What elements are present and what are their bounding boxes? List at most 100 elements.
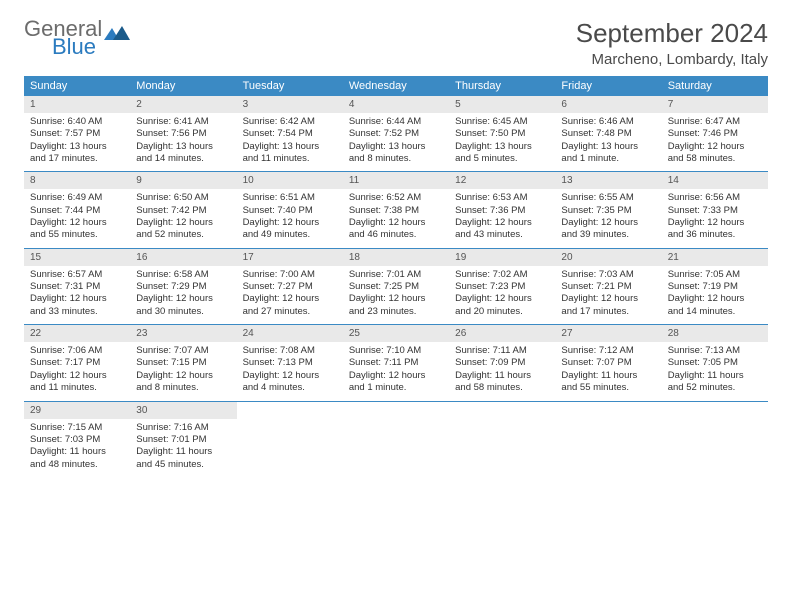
sunset-line: Sunset: 7:52 PM (349, 128, 443, 140)
day-number: 28 (662, 325, 768, 342)
day-header-friday: Friday (555, 76, 661, 96)
day-details: Sunrise: 6:42 AMSunset: 7:54 PMDaylight:… (237, 113, 343, 171)
sunrise-line: Sunrise: 6:40 AM (30, 116, 124, 128)
calendar-cell: 23Sunrise: 7:07 AMSunset: 7:15 PMDayligh… (130, 325, 236, 400)
calendar-week: 1Sunrise: 6:40 AMSunset: 7:57 PMDaylight… (24, 96, 768, 172)
day-number: 24 (237, 325, 343, 342)
logo-text-2: Blue (52, 36, 130, 58)
sunrise-line: Sunrise: 7:05 AM (668, 269, 762, 281)
sunrise-line: Sunrise: 6:45 AM (455, 116, 549, 128)
calendar-cell: 10Sunrise: 6:51 AMSunset: 7:40 PMDayligh… (237, 172, 343, 247)
calendar-cell: 22 Sunrise: 7:06 AMSunset: 7:17 PMDayligh… (24, 325, 130, 400)
sunset-line: Sunset: 7:27 PM (243, 281, 337, 293)
daylight-line: Daylight: 12 hours and 43 minutes. (455, 217, 549, 242)
day-details: Sunrise: 7:16 AMSunset: 7:01 PMDaylight:… (130, 419, 236, 477)
sunrise-line: Sunrise: 6:47 AM (668, 116, 762, 128)
day-details: Sunrise: 7:00 AMSunset: 7:27 PMDaylight:… (237, 266, 343, 324)
sunrise-line: Sunrise: 6:44 AM (349, 116, 443, 128)
calendar-cell: 15Sunrise: 6:57 AMSunset: 7:31 PMDayligh… (24, 249, 130, 324)
day-details: Sunrise: 7:08 AMSunset: 7:13 PMDaylight:… (237, 342, 343, 400)
daylight-line: Daylight: 12 hours and 14 minutes. (668, 293, 762, 318)
day-header-sunday: Sunday (24, 76, 130, 96)
calendar-cell (449, 402, 555, 477)
daylight-line: Daylight: 13 hours and 11 minutes. (243, 141, 337, 166)
calendar-week: 8Sunrise: 6:49 AMSunset: 7:44 PMDaylight… (24, 172, 768, 248)
calendar-cell: 6Sunrise: 6:46 AMSunset: 7:48 PMDaylight… (555, 96, 661, 171)
day-number: 13 (555, 172, 661, 189)
daylight-line: Daylight: 12 hours and 11 minutes. (30, 370, 124, 395)
calendar-cell (343, 402, 449, 477)
calendar-week: 15Sunrise: 6:57 AMSunset: 7:31 PMDayligh… (24, 249, 768, 325)
sunset-line: Sunset: 7:50 PM (455, 128, 549, 140)
day-number: 25 (343, 325, 449, 342)
day-number: 22 (24, 325, 130, 342)
day-details: Sunrise: 7:11 AMSunset: 7:09 PMDaylight:… (449, 342, 555, 400)
day-details: Sunrise: 6:56 AMSunset: 7:33 PMDaylight:… (662, 189, 768, 247)
sunset-line: Sunset: 7:35 PM (561, 205, 655, 217)
day-number: 8 (24, 172, 130, 189)
calendar-cell: 11Sunrise: 6:52 AMSunset: 7:38 PMDayligh… (343, 172, 449, 247)
day-number: 19 (449, 249, 555, 266)
calendar-cell: 14Sunrise: 6:56 AMSunset: 7:33 PMDayligh… (662, 172, 768, 247)
daylight-line: Daylight: 13 hours and 1 minute. (561, 141, 655, 166)
page-header: GeneralBlue September 2024 Marcheno, Lom… (24, 18, 768, 68)
daylight-line: Daylight: 12 hours and 23 minutes. (349, 293, 443, 318)
sunset-line: Sunset: 7:17 PM (30, 357, 124, 369)
calendar-cell: 20Sunrise: 7:03 AMSunset: 7:21 PMDayligh… (555, 249, 661, 324)
day-number: 2 (130, 96, 236, 113)
day-header-wednesday: Wednesday (343, 76, 449, 96)
sunrise-line: Sunrise: 7:06 AM (30, 345, 124, 357)
calendar-cell (237, 402, 343, 477)
day-headers-row: SundayMondayTuesdayWednesdayThursdayFrid… (24, 76, 768, 96)
day-details: Sunrise: 6:40 AMSunset: 7:57 PMDaylight:… (24, 113, 130, 171)
day-details: Sunrise: 7:10 AMSunset: 7:11 PMDaylight:… (343, 342, 449, 400)
day-details: Sunrise: 6:52 AMSunset: 7:38 PMDaylight:… (343, 189, 449, 247)
sunrise-line: Sunrise: 6:49 AM (30, 192, 124, 204)
calendar-cell: 30Sunrise: 7:16 AMSunset: 7:01 PMDayligh… (130, 402, 236, 477)
day-number: 14 (662, 172, 768, 189)
sunset-line: Sunset: 7:23 PM (455, 281, 549, 293)
calendar-cell: 7Sunrise: 6:47 AMSunset: 7:46 PMDaylight… (662, 96, 768, 171)
calendar-cell: 21Sunrise: 7:05 AMSunset: 7:19 PMDayligh… (662, 249, 768, 324)
sunrise-line: Sunrise: 6:55 AM (561, 192, 655, 204)
day-details: Sunrise: 7:03 AMSunset: 7:21 PMDaylight:… (555, 266, 661, 324)
calendar-cell (555, 402, 661, 477)
day-number: 23 (130, 325, 236, 342)
day-number: 29 (24, 402, 130, 419)
sunset-line: Sunset: 7:38 PM (349, 205, 443, 217)
day-details: Sunrise: 6:47 AMSunset: 7:46 PMDaylight:… (662, 113, 768, 171)
day-header-saturday: Saturday (662, 76, 768, 96)
day-details: Sunrise: 6:44 AMSunset: 7:52 PMDaylight:… (343, 113, 449, 171)
daylight-line: Daylight: 12 hours and 33 minutes. (30, 293, 124, 318)
day-header-tuesday: Tuesday (237, 76, 343, 96)
sunrise-line: Sunrise: 7:01 AM (349, 269, 443, 281)
calendar-cell: 9Sunrise: 6:50 AMSunset: 7:42 PMDaylight… (130, 172, 236, 247)
sunset-line: Sunset: 7:31 PM (30, 281, 124, 293)
daylight-line: Daylight: 12 hours and 49 minutes. (243, 217, 337, 242)
day-details: Sunrise: 6:55 AMSunset: 7:35 PMDaylight:… (555, 189, 661, 247)
day-details: Sunrise: 7:01 AMSunset: 7:25 PMDaylight:… (343, 266, 449, 324)
sunset-line: Sunset: 7:03 PM (30, 434, 124, 446)
day-details: Sunrise: 6:58 AMSunset: 7:29 PMDaylight:… (130, 266, 236, 324)
day-number: 10 (237, 172, 343, 189)
sunset-line: Sunset: 7:46 PM (668, 128, 762, 140)
calendar: SundayMondayTuesdayWednesdayThursdayFrid… (24, 76, 768, 477)
sunset-line: Sunset: 7:07 PM (561, 357, 655, 369)
logo: GeneralBlue (24, 18, 130, 58)
sunrise-line: Sunrise: 6:58 AM (136, 269, 230, 281)
day-number: 11 (343, 172, 449, 189)
calendar-cell: 24Sunrise: 7:08 AMSunset: 7:13 PMDayligh… (237, 325, 343, 400)
day-number: 30 (130, 402, 236, 419)
day-number: 7 (662, 96, 768, 113)
calendar-cell: 17Sunrise: 7:00 AMSunset: 7:27 PMDayligh… (237, 249, 343, 324)
calendar-cell: 18Sunrise: 7:01 AMSunset: 7:25 PMDayligh… (343, 249, 449, 324)
sunrise-line: Sunrise: 7:15 AM (30, 422, 124, 434)
daylight-line: Daylight: 12 hours and 27 minutes. (243, 293, 337, 318)
sunset-line: Sunset: 7:48 PM (561, 128, 655, 140)
sunrise-line: Sunrise: 7:12 AM (561, 345, 655, 357)
sunset-line: Sunset: 7:15 PM (136, 357, 230, 369)
sunset-line: Sunset: 7:01 PM (136, 434, 230, 446)
title-block: September 2024 Marcheno, Lombardy, Italy (576, 18, 768, 68)
day-number: 20 (555, 249, 661, 266)
sunset-line: Sunset: 7:54 PM (243, 128, 337, 140)
